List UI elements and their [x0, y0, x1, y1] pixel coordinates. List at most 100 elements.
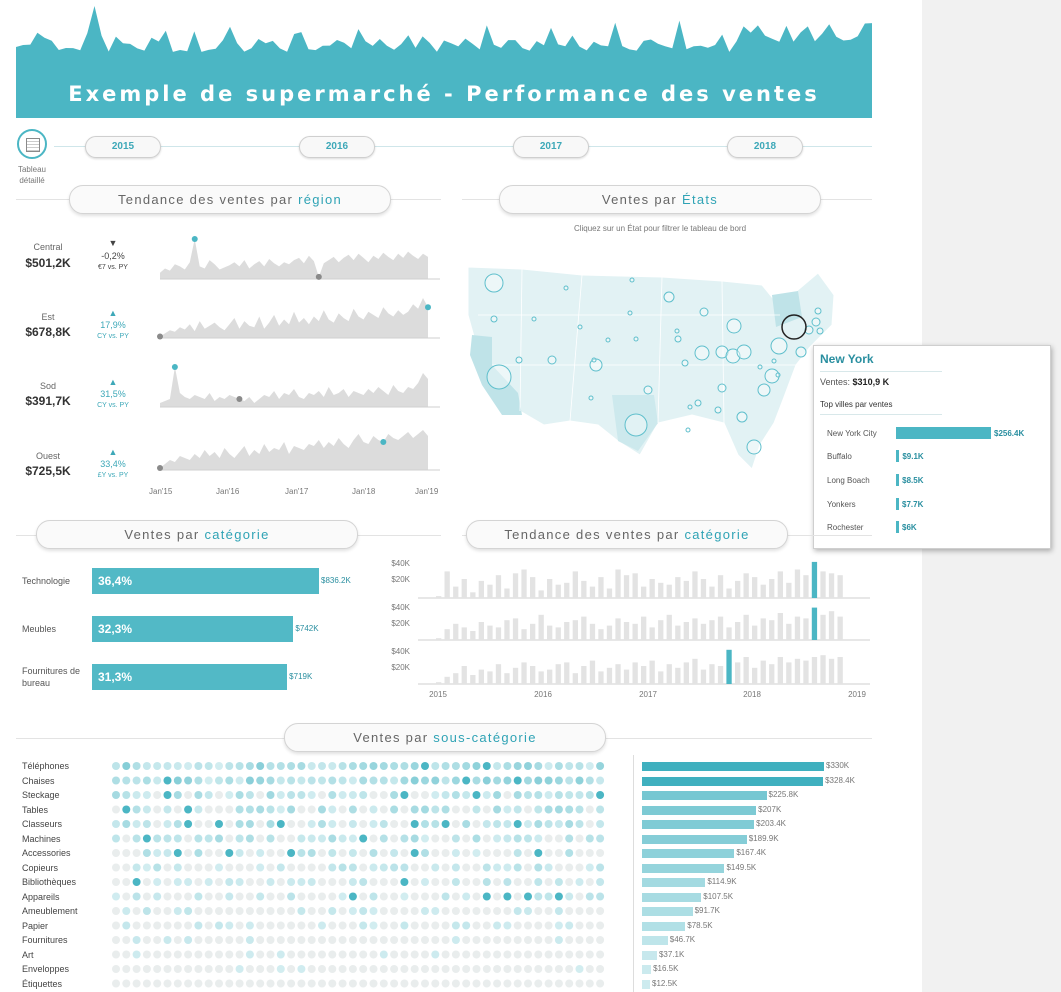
trend-bar[interactable] [530, 577, 536, 598]
subcategory-dot[interactable] [112, 762, 120, 770]
subcategory-dot[interactable] [379, 878, 388, 886]
trend-bar[interactable] [547, 625, 553, 640]
trend-bar[interactable] [598, 671, 604, 684]
subcategory-dot[interactable] [307, 878, 316, 886]
subcategory-dot[interactable] [421, 762, 429, 770]
subcategory-dot[interactable] [482, 776, 491, 785]
subcategory-dot[interactable] [379, 791, 388, 799]
subcategory-dot[interactable] [122, 849, 131, 857]
subcategory-dot[interactable] [503, 965, 512, 973]
subcategory-dot[interactable] [153, 849, 162, 857]
subcategory-dot[interactable] [462, 863, 471, 872]
subcategory-dot[interactable] [142, 849, 151, 857]
trend-bar[interactable] [615, 569, 621, 599]
subcategory-dot[interactable] [266, 776, 275, 785]
subcategory-dot[interactable] [575, 863, 584, 872]
min-point[interactable] [157, 333, 163, 340]
subcategory-dot[interactable] [369, 907, 378, 915]
subcategory-dot[interactable] [369, 805, 378, 814]
trend-bar[interactable] [735, 622, 741, 640]
subcategory-dot[interactable] [400, 776, 409, 785]
subcategory-dot[interactable] [462, 921, 471, 930]
subcategory-dot[interactable] [184, 863, 193, 872]
subcategory-dot[interactable] [451, 892, 460, 901]
subcategory-dot[interactable] [215, 791, 223, 799]
trend-bar[interactable] [820, 655, 826, 684]
subcategory-dot[interactable] [297, 762, 306, 770]
subcategory-dot[interactable] [194, 863, 203, 872]
subcategory-dot[interactable] [575, 791, 584, 799]
subcategory-dot[interactable] [513, 878, 522, 886]
subcategory-dot[interactable] [297, 834, 306, 843]
subcategory-dot[interactable] [421, 834, 429, 843]
subcategory-dot[interactable] [585, 762, 594, 770]
subcategory-dot[interactable] [544, 965, 553, 973]
subcategory-dot[interactable] [245, 849, 254, 857]
min-point[interactable] [236, 396, 243, 402]
subcategory-dot[interactable] [513, 762, 522, 770]
subcategory-dot[interactable] [451, 820, 460, 828]
subcategory-dot[interactable] [451, 776, 460, 785]
trend-bar[interactable] [743, 614, 749, 640]
subcategory-dot[interactable] [359, 965, 368, 973]
subcategory-dot[interactable] [276, 878, 285, 886]
subcategory-dot[interactable] [122, 878, 131, 886]
subcategory-dot[interactable] [554, 849, 563, 857]
subcategory-dot[interactable] [348, 762, 357, 770]
subcategory-dot[interactable] [225, 762, 234, 770]
subcategory-dot[interactable] [482, 965, 491, 973]
subcategory-dot[interactable] [276, 849, 285, 857]
trend-bar[interactable] [487, 625, 493, 640]
trend-bar[interactable] [692, 571, 698, 598]
subcategory-dot[interactable] [245, 950, 254, 959]
subcategory-dot[interactable] [132, 863, 141, 872]
subcategory-dot[interactable] [534, 834, 543, 843]
subcategory-dot[interactable] [431, 791, 440, 799]
subcategory-dot[interactable] [245, 979, 254, 988]
subcategory-dot[interactable] [441, 936, 450, 944]
subcategory-dot[interactable] [173, 950, 182, 959]
subcategory-dot[interactable] [524, 921, 532, 930]
subcategory-dot[interactable] [451, 791, 460, 799]
trend-bar[interactable] [521, 569, 527, 599]
subcategory-dot[interactable] [204, 936, 213, 944]
subcategory-dot[interactable] [534, 979, 543, 988]
subcategory-dot[interactable] [369, 820, 378, 828]
subcategory-dot[interactable] [163, 921, 172, 930]
trend-bar[interactable] [709, 664, 715, 684]
subcategory-dot[interactable] [451, 921, 460, 930]
subcategory-dot[interactable] [565, 805, 574, 814]
trend-bar[interactable] [803, 618, 809, 640]
subcategory-dot[interactable] [235, 936, 244, 944]
subcategory-dot[interactable] [421, 950, 429, 959]
trend-bar[interactable] [444, 676, 450, 684]
subcategory-dot[interactable] [596, 950, 605, 959]
subcategory-dot[interactable] [235, 762, 244, 770]
subcategory-dot[interactable] [524, 834, 532, 843]
subcategory-dot[interactable] [245, 834, 254, 843]
subcategory-dot[interactable] [400, 907, 409, 915]
trend-bar[interactable] [786, 582, 792, 598]
trend-bar[interactable] [828, 658, 835, 684]
subcategory-dot[interactable] [534, 849, 543, 857]
state-new-york[interactable] [772, 291, 802, 327]
subcategory-dot[interactable] [338, 776, 347, 785]
subcategory-dot[interactable] [462, 805, 471, 814]
subcategory-dot[interactable] [142, 820, 151, 828]
subcategory-dot[interactable] [544, 907, 553, 915]
trend-bar[interactable] [606, 667, 613, 684]
trend-bar[interactable] [666, 614, 672, 640]
selected-state-bubble[interactable] [781, 314, 807, 340]
trend-bar[interactable] [470, 631, 476, 640]
subcategory-dot[interactable] [441, 791, 450, 799]
trend-bar[interactable] [598, 629, 604, 640]
subcategory-dot[interactable] [153, 791, 162, 799]
subcategory-dot[interactable] [204, 849, 213, 857]
subcategory-dot[interactable] [462, 762, 471, 770]
subcategory-dot[interactable] [235, 863, 244, 872]
trend-bar[interactable] [777, 571, 783, 598]
subcategory-dot[interactable] [575, 979, 584, 988]
subcategory-dot[interactable] [225, 950, 234, 959]
trend-bar[interactable] [615, 618, 621, 640]
trend-bar[interactable] [743, 573, 749, 598]
